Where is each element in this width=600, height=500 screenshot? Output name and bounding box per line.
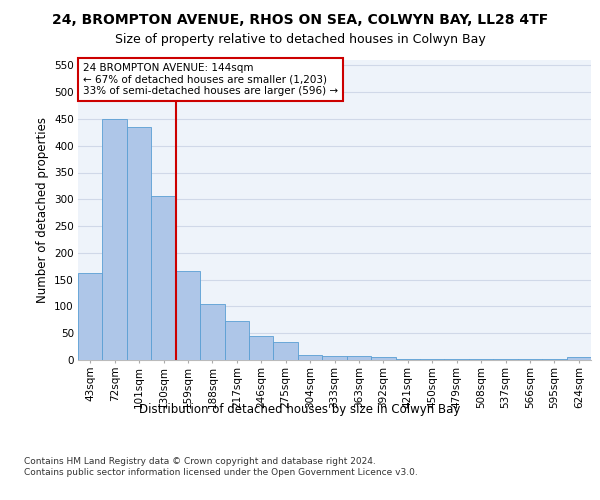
Bar <box>322 356 347 360</box>
Bar <box>151 196 176 360</box>
Bar <box>176 271 200 360</box>
Text: Distribution of detached houses by size in Colwyn Bay: Distribution of detached houses by size … <box>139 402 461 415</box>
Bar <box>347 356 371 360</box>
Text: 24 BROMPTON AVENUE: 144sqm
← 67% of detached houses are smaller (1,203)
33% of s: 24 BROMPTON AVENUE: 144sqm ← 67% of deta… <box>83 63 338 96</box>
Bar <box>566 358 591 360</box>
Bar <box>274 342 298 360</box>
Y-axis label: Number of detached properties: Number of detached properties <box>35 117 49 303</box>
Bar <box>249 336 274 360</box>
Bar <box>371 358 395 360</box>
Bar <box>127 127 151 360</box>
Bar <box>78 272 103 360</box>
Text: Contains HM Land Registry data © Crown copyright and database right 2024.
Contai: Contains HM Land Registry data © Crown c… <box>24 458 418 477</box>
Bar <box>224 321 249 360</box>
Bar <box>395 359 420 360</box>
Bar <box>103 119 127 360</box>
Bar <box>200 304 224 360</box>
Text: Size of property relative to detached houses in Colwyn Bay: Size of property relative to detached ho… <box>115 32 485 46</box>
Bar <box>298 354 322 360</box>
Text: 24, BROMPTON AVENUE, RHOS ON SEA, COLWYN BAY, LL28 4TF: 24, BROMPTON AVENUE, RHOS ON SEA, COLWYN… <box>52 12 548 26</box>
